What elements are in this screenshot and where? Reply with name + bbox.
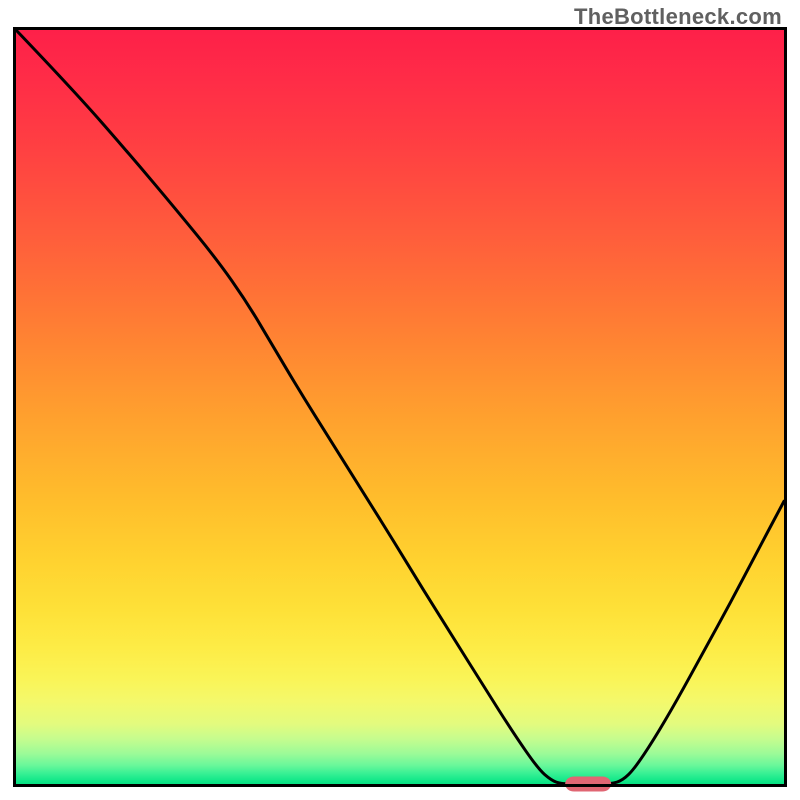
- chart-background: [16, 30, 784, 784]
- chart-container: TheBottleneck.com: [0, 0, 800, 800]
- watermark-label: TheBottleneck.com: [574, 4, 782, 30]
- bottleneck-chart: [0, 0, 800, 800]
